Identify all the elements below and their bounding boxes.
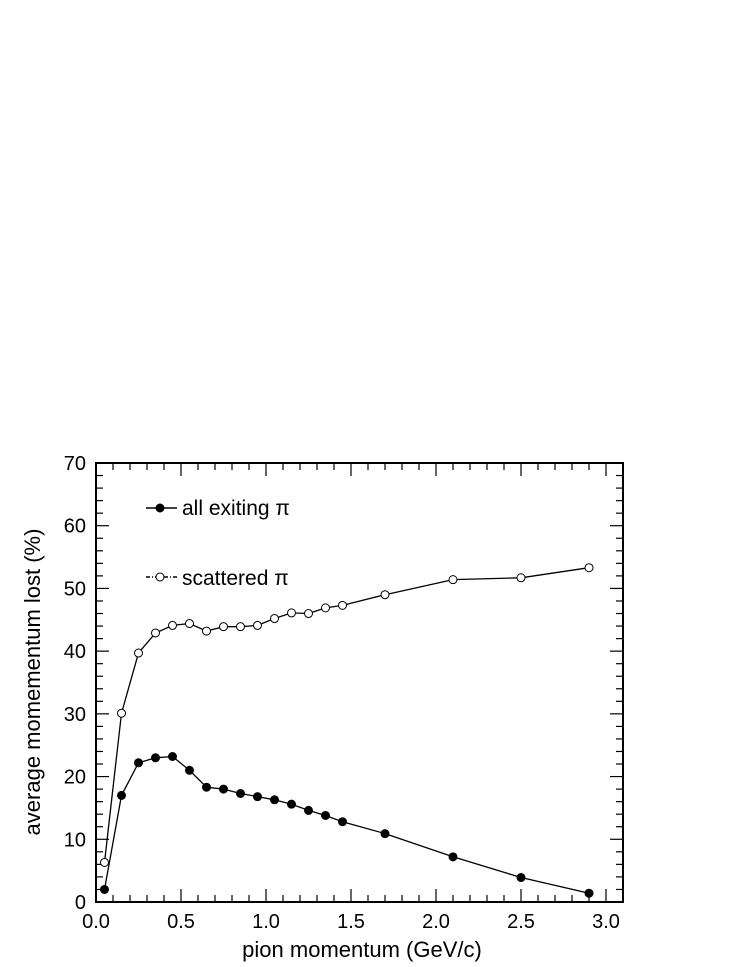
ticks-layer [95,462,624,903]
data-point-series-1 [516,573,526,583]
series-layer [100,563,594,898]
y-tick-label: 60 [64,516,86,538]
plot-frame [95,462,624,903]
data-point-series-0 [448,852,458,862]
data-point-series-0 [236,789,245,799]
data-point-series-0 [380,829,390,839]
y-tick-label: 30 [64,704,86,726]
data-point-series-0 [185,765,194,775]
data-point-series-1 [321,603,330,613]
data-point-series-0 [516,873,526,883]
y-tick-label: 20 [64,767,86,789]
x-tick-label: 1.0 [252,911,280,933]
data-point-series-0 [202,782,211,792]
data-point-series-1 [287,608,296,618]
legend-marker-scattered [155,572,165,582]
data-point-series-1 [270,614,279,624]
x-tick-label: 3.0 [592,911,620,933]
legend-item-scattered: scattered π [146,567,289,590]
data-point-series-0 [117,790,126,800]
data-point-series-0 [134,758,143,768]
data-point-series-0 [270,795,279,805]
x-tick-label: 2.5 [507,911,535,933]
data-point-series-1 [253,620,262,630]
data-point-series-0 [321,810,330,820]
data-point-series-1 [134,648,143,658]
legend-label-all-exiting: all exiting π [182,497,290,520]
x-tick-label: 0.0 [82,911,110,933]
data-point-series-0 [304,805,313,815]
legend-label-scattered: scattered π [182,567,289,590]
y-tick-label: 10 [64,829,86,851]
data-point-series-0 [151,753,160,763]
data-point-series-1 [448,575,458,585]
data-point-series-1 [338,600,347,610]
data-point-series-1 [584,563,594,573]
y-axis-title: average momementum lost (%) [20,529,45,836]
x-tick-label: 2.0 [422,911,450,933]
series-line-1 [103,567,590,863]
y-tick-label: 70 [64,453,86,475]
data-point-series-1 [151,628,160,638]
y-tick-label: 0 [75,892,86,914]
data-point-series-1 [185,619,194,629]
y-tick-labels: 0 10 20 30 40 50 60 70 [64,453,86,914]
x-tick-label: 0.5 [167,911,195,933]
data-point-series-1 [117,708,126,718]
data-point-series-0 [287,799,296,809]
data-point-series-1 [168,620,177,630]
data-point-series-0 [168,752,177,762]
data-point-series-1 [380,590,390,600]
data-point-series-0 [338,817,347,827]
data-point-series-1 [202,626,211,636]
data-point-series-1 [219,622,228,632]
x-tick-label: 1.5 [337,911,365,933]
legend-marker-all-exiting [155,503,165,513]
data-point-series-0 [219,784,228,794]
legend-item-all-exiting: all exiting π [146,497,290,520]
data-point-series-1 [304,609,313,619]
data-point-series-1 [236,622,245,632]
x-tick-labels: 0.0 0.5 1.0 1.5 2.0 2.5 3.0 [82,911,620,933]
y-tick-label: 50 [64,578,86,600]
data-point-series-0 [584,888,594,898]
legend: all exiting π scattered π [146,497,290,590]
data-point-series-0 [100,884,109,894]
series-line-0 [103,755,590,894]
x-axis-title: pion momentum (GeV/c) [242,937,482,962]
data-point-series-1 [100,857,109,867]
data-point-series-0 [253,792,262,802]
y-tick-label: 40 [64,641,86,663]
